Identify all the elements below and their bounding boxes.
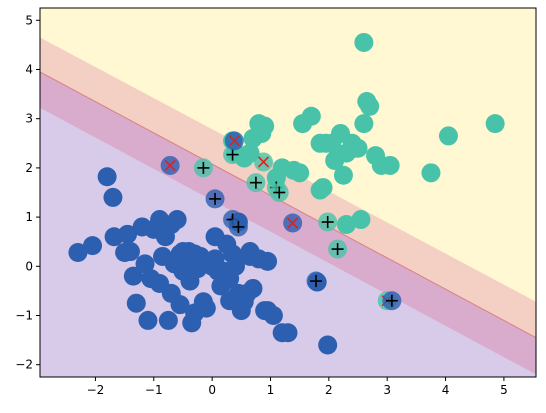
plus-marker (209, 192, 222, 205)
class-0-point (258, 251, 278, 271)
class-0-point (196, 298, 216, 318)
plus-marker (321, 216, 334, 229)
class-0-point (220, 269, 240, 289)
plus-marker (273, 186, 286, 199)
class-1-point (240, 143, 260, 163)
plus-marker (232, 220, 245, 233)
class-0-point (103, 187, 123, 207)
class-0-point (190, 251, 210, 271)
plus-marker (226, 148, 239, 161)
plot-frame (39, 7, 537, 378)
class-0-point (68, 243, 88, 263)
class-0-point (167, 210, 187, 230)
class-0-point (126, 293, 146, 313)
class-1-point (485, 114, 505, 134)
cross-marker (164, 159, 176, 172)
class-1-point (354, 114, 374, 134)
x-tick-label: 3 (383, 383, 391, 397)
class-1-point (421, 163, 441, 183)
x-tick-label: 5 (500, 383, 508, 397)
class-1-point (354, 32, 374, 52)
class-1-point (313, 178, 333, 198)
class-1-point (252, 123, 272, 143)
y-axis: −2 −1 0 1 2 3 4 5 (15, 13, 40, 372)
plus-marker (310, 275, 323, 288)
y-tick-label: 1 (25, 210, 33, 224)
class-0-point (205, 227, 225, 247)
class-1-point (438, 126, 458, 146)
plus-marker (385, 294, 398, 307)
x-tick-label: 1 (267, 383, 275, 397)
y-tick-label: −2 (15, 358, 33, 372)
class-0-point (158, 310, 178, 330)
class-1-point (336, 214, 356, 234)
y-tick-label: 2 (25, 161, 33, 175)
x-axis: −2 −1 0 1 2 3 4 5 (87, 377, 508, 397)
y-tick-label: −1 (15, 309, 33, 323)
class-0-point (243, 278, 263, 298)
class-1-point (290, 163, 310, 183)
data-points (68, 32, 505, 355)
decision-boundary-line (40, 71, 536, 339)
class-1-point (310, 133, 330, 153)
class-0-point (263, 306, 283, 325)
y-tick-label: 0 (25, 259, 33, 273)
x-tick-label: 0 (208, 383, 216, 397)
class-0-point (170, 244, 190, 264)
plus-marker (197, 161, 210, 174)
class-0-point (97, 167, 117, 187)
cross-marker (287, 217, 299, 229)
y-tick-label: 4 (25, 63, 33, 77)
y-tick-label: 5 (25, 13, 33, 27)
class-1-point (360, 96, 380, 116)
class-0-point (120, 242, 140, 262)
class-0-point (161, 283, 181, 303)
class-0-point (132, 217, 152, 237)
class-1-point (333, 165, 353, 185)
class-1-point (348, 138, 368, 158)
x-tick-label: −1 (145, 383, 163, 397)
x-tick-label: 4 (442, 383, 450, 397)
y-tick-label: 3 (25, 112, 33, 126)
class-0-point (138, 310, 158, 330)
support-vector-markers (160, 131, 402, 311)
class-0-point (150, 210, 170, 230)
class-1-point (301, 106, 321, 126)
cross-marker (257, 156, 270, 168)
class-1-point (351, 210, 371, 230)
class-0-point (118, 224, 138, 244)
class-0-point (318, 335, 338, 355)
class-1-region (40, 8, 536, 302)
class-0-point (240, 246, 260, 266)
x-tick-label: −2 (87, 383, 105, 397)
class-0-point (278, 323, 298, 343)
class-0-point (83, 236, 103, 256)
class-0-point (123, 266, 143, 286)
class-1-point (380, 155, 400, 175)
cross-marker (228, 135, 240, 147)
plus-marker (249, 176, 262, 189)
class-0-point (135, 254, 155, 274)
plus-marker (331, 243, 344, 256)
class-0-region (40, 107, 536, 377)
x-tick-label: 2 (325, 383, 333, 397)
